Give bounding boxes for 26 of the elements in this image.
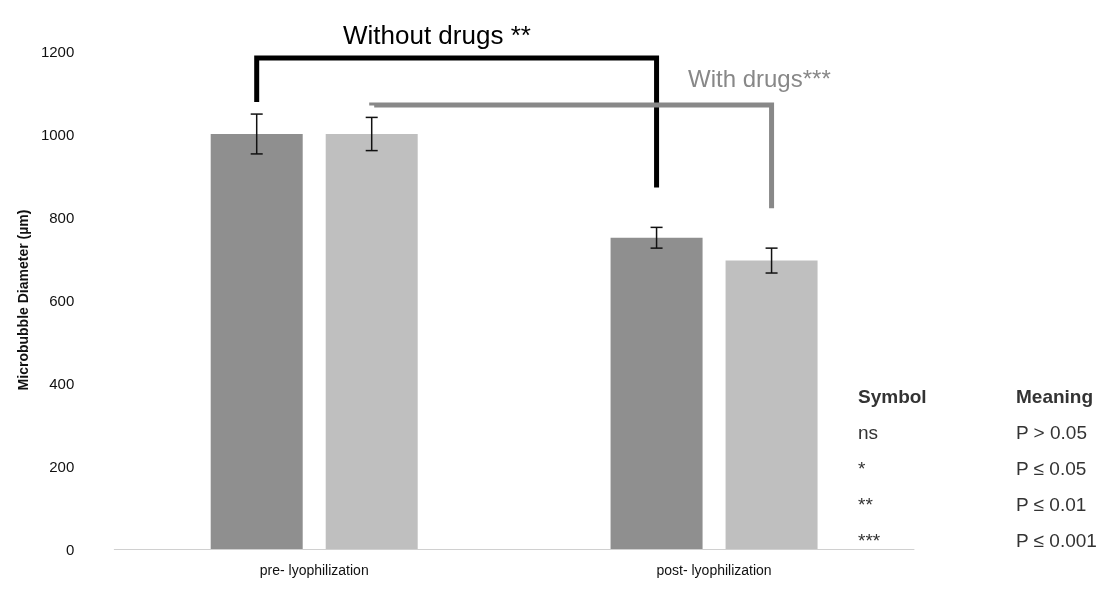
bar: [210, 134, 303, 549]
text: Without drugs **: [343, 20, 531, 50]
annotation: *: [858, 458, 866, 479]
bar: [725, 260, 818, 549]
y-tick-label: 0: [65, 540, 75, 558]
text: P > 0.05: [1016, 422, 1087, 443]
bar: [610, 237, 703, 549]
annotation: ***: [858, 530, 881, 551]
annotation: Symbol: [858, 386, 927, 407]
y-tick-label: 1200: [40, 42, 75, 60]
text: P ≤ 0.001: [1016, 530, 1097, 551]
bar: [325, 134, 418, 549]
y-tick-label: 800: [49, 208, 75, 226]
annotation: With drugs***: [688, 64, 831, 92]
y-tick-label: 1000: [40, 125, 75, 143]
text: P ≤ 0.01: [1016, 494, 1087, 515]
annotation: ns: [858, 422, 879, 443]
y-axis-title: Microbubble Diameter (µm): [15, 209, 31, 391]
annotation: **: [858, 494, 874, 515]
y-tick-label: 400: [49, 374, 75, 392]
x-tick-label: post- lyophilization: [656, 562, 772, 578]
text: P ≤ 0.05: [1016, 458, 1087, 479]
y-tick-label: 200: [49, 457, 75, 475]
y-tick-label: 600: [49, 291, 75, 309]
text: Meaning: [1016, 386, 1094, 407]
x-tick-label: pre- lyophilization: [259, 562, 369, 578]
